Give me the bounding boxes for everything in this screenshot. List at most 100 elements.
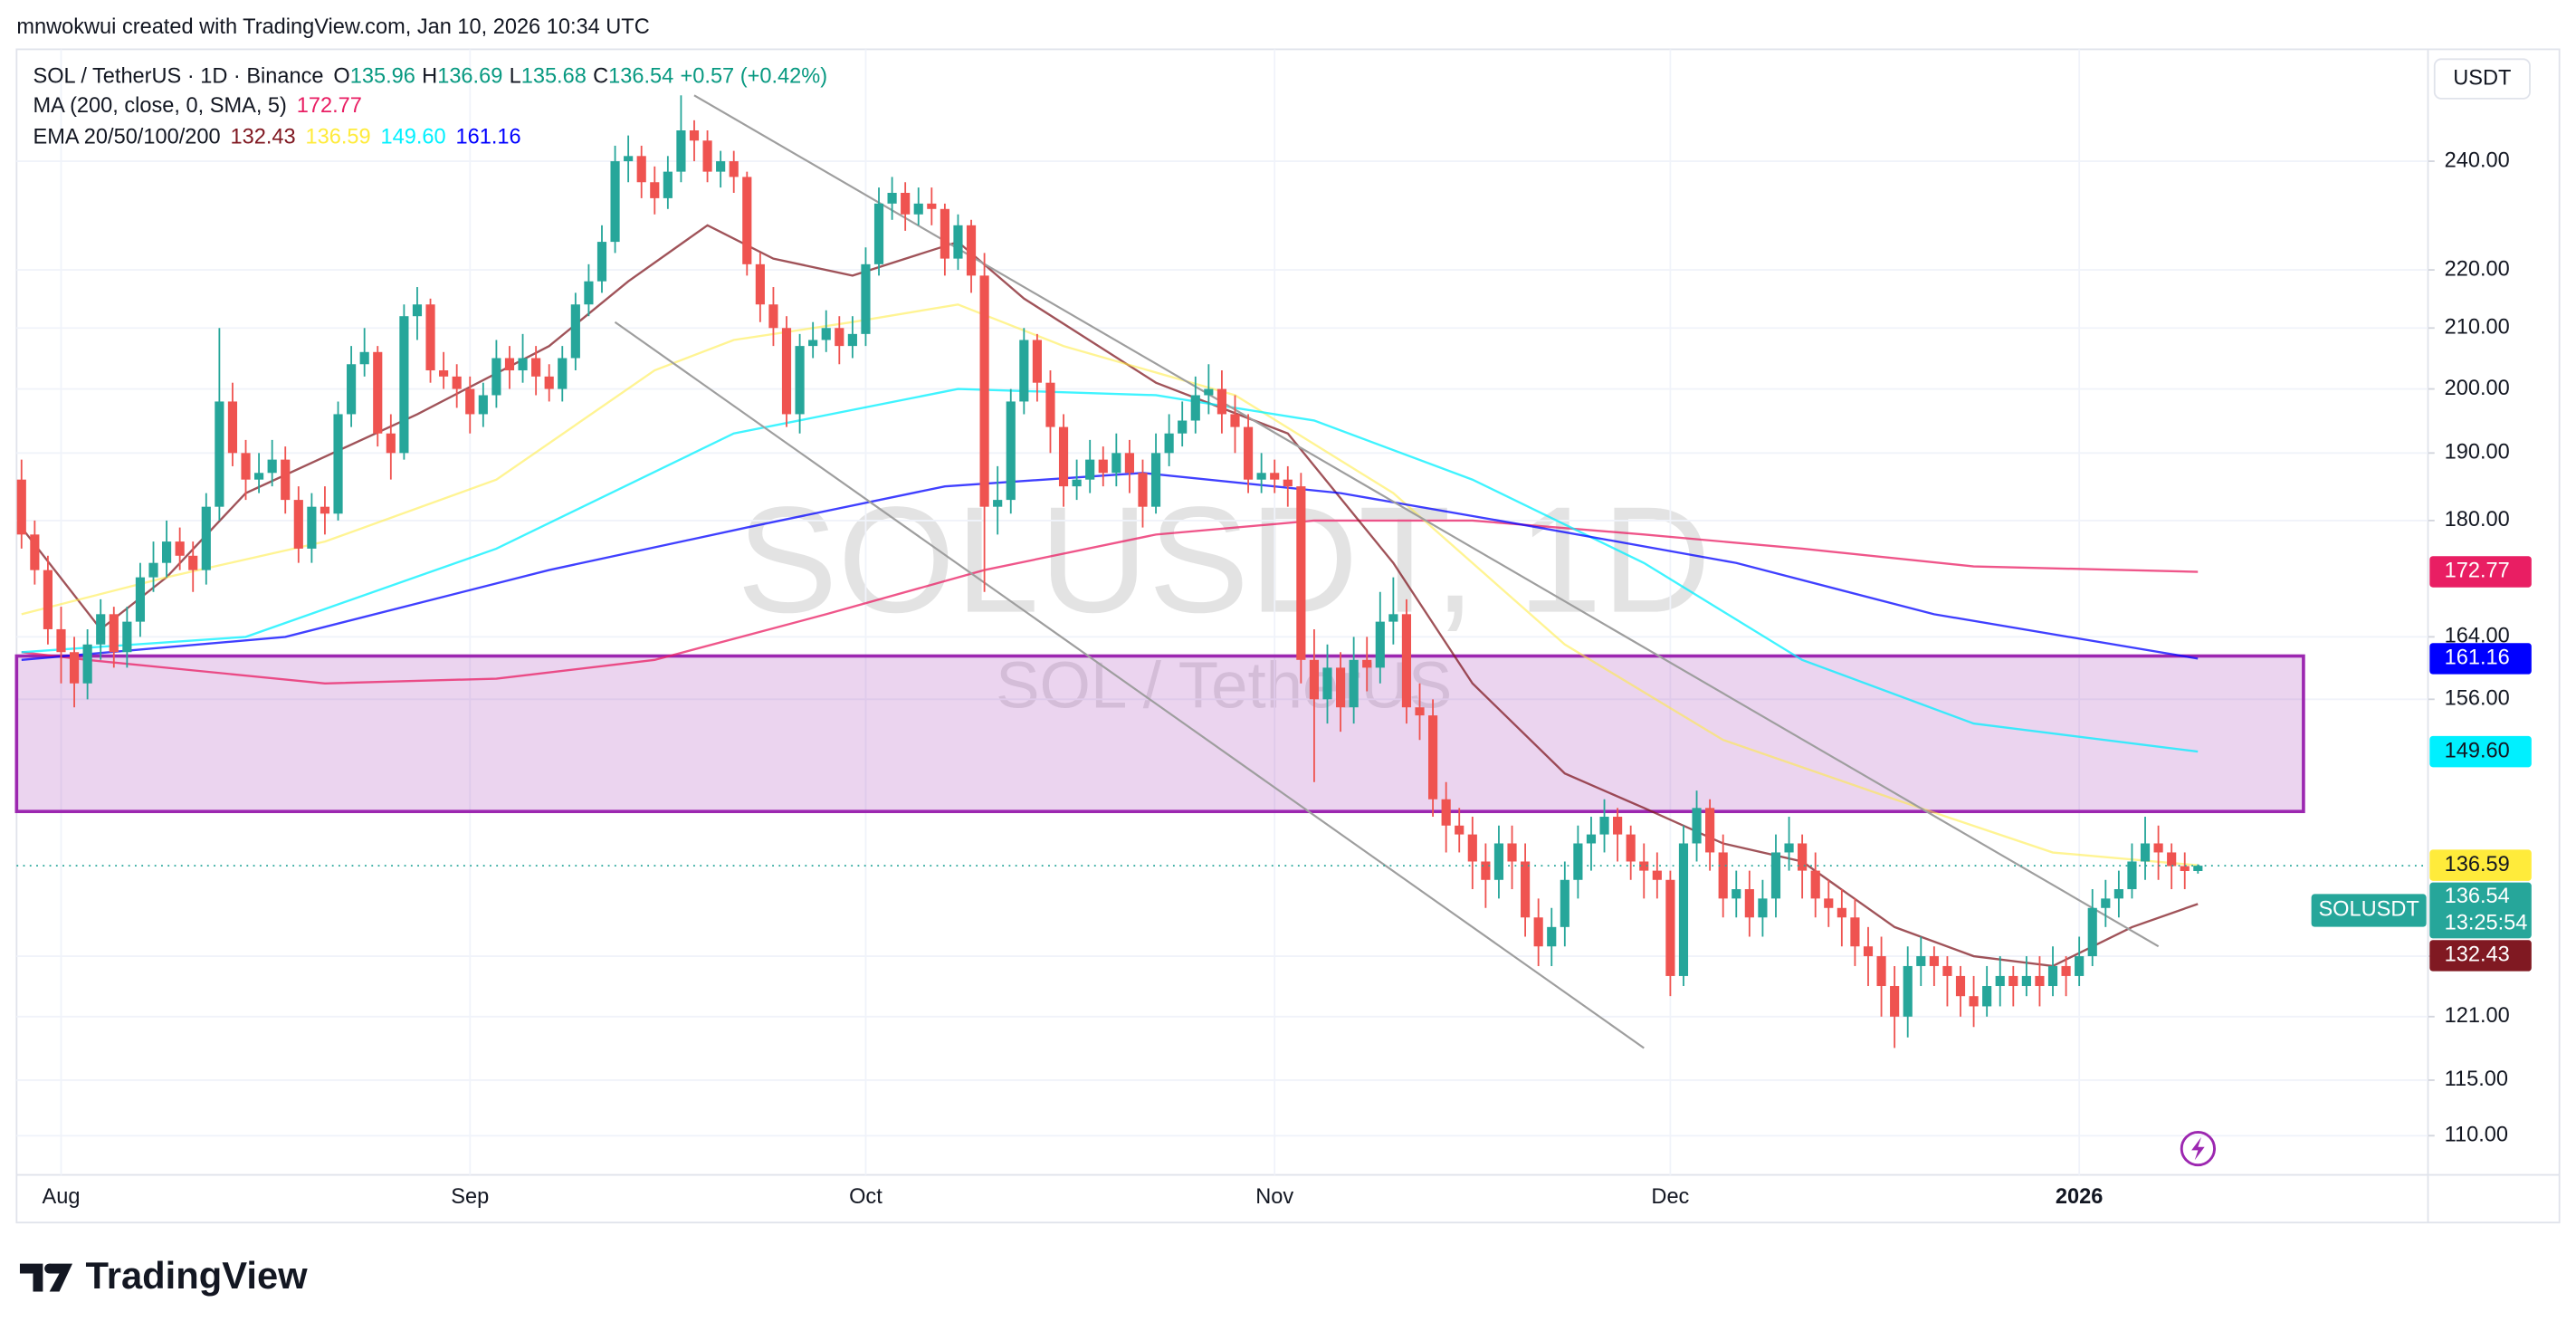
candle-body [1626,834,1636,862]
candle-body [43,570,53,629]
candle-body [1388,614,1398,622]
candle-body [161,541,172,563]
candle-body [1798,843,1808,871]
candle-body [1481,861,1491,880]
candle-body [1521,861,1531,918]
candle-body [2127,861,2137,890]
logo-mark [19,1263,73,1292]
candle-body [2021,975,2031,987]
currency[interactable]: USDT [2453,65,2511,89]
candle-body [1150,453,1161,507]
y-tick-label: 156.00 [2445,686,2510,710]
candle-body [1955,975,1966,997]
candle-body [1560,879,1569,927]
candle-body [1441,799,1451,826]
candle-body [808,340,818,347]
candle-body [1178,420,1188,434]
candle-body [1019,340,1029,402]
legend-value: 149.60 [381,125,446,148]
y-tick-label: 115.00 [2445,1067,2508,1090]
legend-ohlc-value: 136.54 [608,64,673,88]
candle-body [913,203,923,215]
legend-ohlc-key: H [422,64,437,88]
price-tags: 172.77 161.16 149.60 136.59 136.54 13:25:54 SO… [2311,556,2532,972]
candle-body [1322,667,1332,700]
legend-ma-name: MA (200, close, 0, SMA, 5) [33,93,286,117]
legend-ohlc-value: 135.68 [521,64,587,88]
candle-body [1230,414,1240,427]
candle-body [1547,926,1557,947]
indicator-line [21,519,2199,685]
alert-icon[interactable] [2180,1130,2217,1167]
candle-body [491,358,501,396]
candle-body [795,346,805,415]
candle-body [1639,861,1649,871]
candle-body [1533,917,1543,947]
candle-body [2180,866,2190,871]
candle-body [359,351,369,365]
candle-body [1335,667,1346,708]
candle-body [478,395,488,415]
candle-body [439,370,449,377]
y-tick-label: 240.00 [2445,148,2510,171]
legend-ohlc-key: L [510,64,521,88]
attribution: mnwokwui created with TradingView.com, J… [16,14,649,38]
candle-body [386,433,396,454]
price-tag [2429,556,2532,588]
candle-body [861,263,871,334]
candle-body [465,388,475,415]
candle-body [425,304,435,371]
candle-body [570,304,580,359]
candle-body [1995,975,2005,987]
candle-body [953,225,963,259]
candle-body [201,506,211,570]
legend-value: 172.77 [297,93,362,117]
candle-body [676,130,686,172]
candle-body [702,140,712,172]
x-tick-label: Nov [1255,1184,1293,1208]
logo: TradingView [19,1254,308,1297]
candle-body [1678,843,1689,976]
candle-body [940,208,949,259]
candle-body [1455,825,1465,835]
candle-body [241,453,251,480]
y-tick-label: 121.00 [2445,1003,2510,1027]
candle-body [1349,659,1359,708]
price-tag-label: 172.77 [2445,559,2510,582]
candle-body [821,328,831,340]
candle-body [320,506,330,514]
candle-body [1732,889,1741,899]
alert-bolt[interactable] [2191,1136,2205,1161]
symbol-tag [2311,894,2427,927]
candle-body [1296,486,1306,660]
candle-body [1164,433,1174,454]
candle-body [135,577,146,622]
candle-body [82,644,92,684]
price-tag-label: 136.54 [2445,884,2510,907]
indicator-line [21,303,2199,867]
candle-body [1309,659,1320,700]
candle-body [1138,473,1148,507]
candle-body [742,177,752,264]
candle-body [663,171,673,198]
candle-body [1415,707,1425,716]
candle-body [2075,956,2085,976]
candle-body [1969,996,1979,1007]
candle-body [504,358,515,371]
candle-body [122,621,132,653]
candle-body [254,473,264,480]
candle-body [1890,986,1900,1017]
candle-body [2047,965,2058,987]
candle-body [1032,340,1042,383]
candle-body [347,364,357,415]
currency-button[interactable] [2433,58,2531,100]
candle-body [558,358,568,389]
candle-body [927,203,937,209]
candle-body [399,316,409,454]
candle-body [518,358,528,371]
candle-body [1190,395,1200,421]
candle-body [2035,975,2045,987]
y-tick-label: 180.00 [2445,507,2510,531]
alert-circle[interactable] [2180,1130,2217,1167]
